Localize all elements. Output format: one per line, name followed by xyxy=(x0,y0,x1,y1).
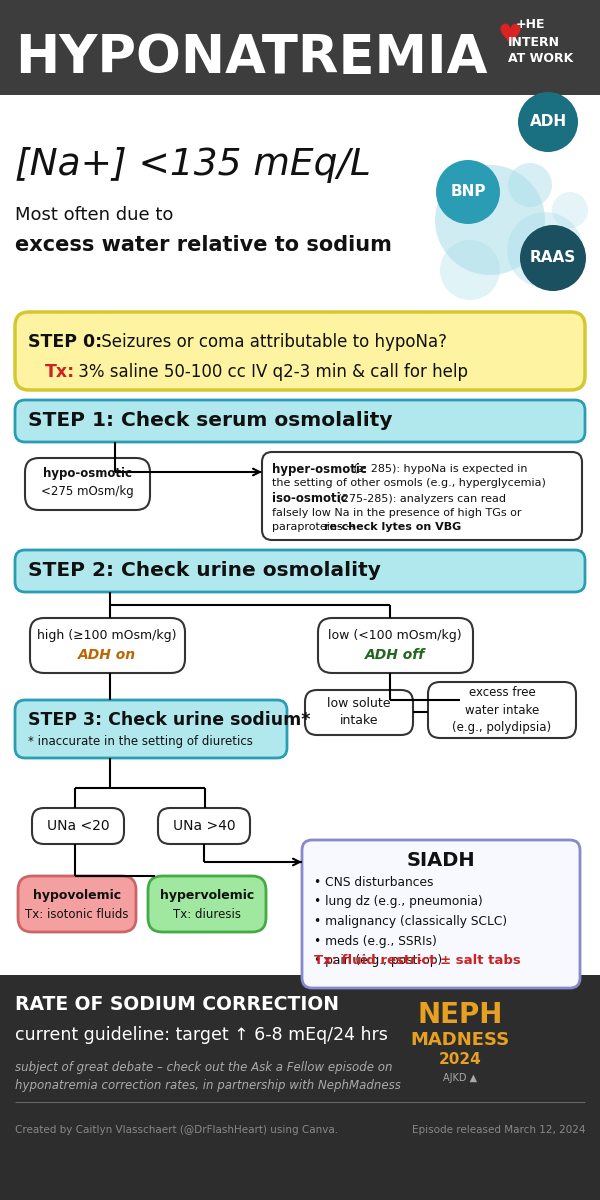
Text: MADNESS: MADNESS xyxy=(410,1031,509,1049)
Text: ADH: ADH xyxy=(529,114,566,130)
FancyBboxPatch shape xyxy=(30,618,185,673)
FancyBboxPatch shape xyxy=(15,550,585,592)
Text: Seizures or coma attributable to hypoNa?: Seizures or coma attributable to hypoNa? xyxy=(96,332,447,350)
Text: UNa <20: UNa <20 xyxy=(47,818,109,833)
Text: hyper-osmotic: hyper-osmotic xyxy=(272,462,367,475)
Circle shape xyxy=(520,226,586,290)
Text: Episode released March 12, 2024: Episode released March 12, 2024 xyxy=(412,1126,585,1135)
Text: low (<100 mOsm/kg): low (<100 mOsm/kg) xyxy=(328,630,462,642)
Text: hyponatremia correction rates, in partnership with NephMadness: hyponatremia correction rates, in partne… xyxy=(15,1079,401,1092)
Circle shape xyxy=(440,240,500,300)
Text: hypovolemic: hypovolemic xyxy=(33,888,121,901)
FancyBboxPatch shape xyxy=(158,808,250,844)
FancyBboxPatch shape xyxy=(32,808,124,844)
Text: hypervolemic: hypervolemic xyxy=(160,888,254,901)
FancyBboxPatch shape xyxy=(305,690,413,734)
Circle shape xyxy=(507,212,583,288)
Text: iso-osmotic: iso-osmotic xyxy=(272,492,347,505)
Text: [Na+] <135 mEq/L: [Na+] <135 mEq/L xyxy=(15,146,371,182)
Text: Tx:: Tx: xyxy=(45,362,75,382)
Text: HYPONATREMIA: HYPONATREMIA xyxy=(15,32,487,84)
Text: * inaccurate in the setting of diuretics: * inaccurate in the setting of diuretics xyxy=(28,736,253,749)
Text: Created by Caitlyn Vlasschaert (@DrFlashHeart) using Canva.: Created by Caitlyn Vlasschaert (@DrFlash… xyxy=(15,1126,338,1135)
Text: falsely low Na in the presence of high TGs or: falsely low Na in the presence of high T… xyxy=(272,508,521,518)
Text: current guideline: target ↑ 6-8 mEq/24 hrs: current guideline: target ↑ 6-8 mEq/24 h… xyxy=(15,1026,388,1044)
FancyBboxPatch shape xyxy=(15,400,585,442)
Text: NEPH: NEPH xyxy=(418,1001,503,1028)
Text: ♥: ♥ xyxy=(498,22,523,50)
Text: BNP: BNP xyxy=(450,185,486,199)
Text: (≥ 285): hypoNa is expected in: (≥ 285): hypoNa is expected in xyxy=(350,464,527,474)
Text: re-check lytes on VBG: re-check lytes on VBG xyxy=(324,522,461,532)
Text: hypo-osmotic: hypo-osmotic xyxy=(43,468,131,480)
FancyBboxPatch shape xyxy=(262,452,582,540)
Text: STEP 3: Check urine sodium*: STEP 3: Check urine sodium* xyxy=(28,710,311,728)
FancyBboxPatch shape xyxy=(18,876,136,932)
Text: AT WORK: AT WORK xyxy=(508,52,573,65)
Text: paraproteins →: paraproteins → xyxy=(272,522,359,532)
Text: Tx: fluid restrict ± salt tabs: Tx: fluid restrict ± salt tabs xyxy=(314,954,521,966)
Circle shape xyxy=(508,163,552,206)
Text: STEP 2: Check urine osmolality: STEP 2: Check urine osmolality xyxy=(28,562,381,581)
FancyBboxPatch shape xyxy=(15,700,287,758)
Text: excess water relative to sodium: excess water relative to sodium xyxy=(15,235,392,254)
Text: INTERN: INTERN xyxy=(508,36,560,49)
Text: Most often due to: Most often due to xyxy=(15,206,173,224)
Text: subject of great debate – check out the Ask a Fellow episode on: subject of great debate – check out the … xyxy=(15,1062,392,1074)
Text: 3% saline 50-100 cc IV q2-3 min & call for help: 3% saline 50-100 cc IV q2-3 min & call f… xyxy=(73,362,468,382)
Text: Tx: isotonic fluids: Tx: isotonic fluids xyxy=(25,907,129,920)
Text: RAAS: RAAS xyxy=(530,251,576,265)
Text: excess free
water intake
(e.g., polydipsia): excess free water intake (e.g., polydips… xyxy=(452,686,551,733)
Circle shape xyxy=(552,192,588,228)
Text: 2024: 2024 xyxy=(439,1052,481,1068)
FancyBboxPatch shape xyxy=(148,876,266,932)
Text: RATE OF SODIUM CORRECTION: RATE OF SODIUM CORRECTION xyxy=(15,996,339,1014)
Text: <275 mOsm/kg: <275 mOsm/kg xyxy=(41,486,133,498)
FancyBboxPatch shape xyxy=(428,682,576,738)
Text: (275-285): analyzers can read: (275-285): analyzers can read xyxy=(334,494,506,504)
Bar xyxy=(0,95,600,310)
Text: low solute
intake: low solute intake xyxy=(327,697,391,727)
Text: +HE: +HE xyxy=(516,18,545,31)
Circle shape xyxy=(518,92,578,152)
Text: ADH on: ADH on xyxy=(78,648,136,662)
Text: high (≥100 mOsm/kg): high (≥100 mOsm/kg) xyxy=(37,630,177,642)
Text: SIADH: SIADH xyxy=(407,851,475,870)
Circle shape xyxy=(436,160,500,224)
Text: the setting of other osmols (e.g., hyperglycemia): the setting of other osmols (e.g., hyper… xyxy=(272,478,546,488)
Text: • CNS disturbances
• lung dz (e.g., pneumonia)
• malignancy (classically SCLC)
•: • CNS disturbances • lung dz (e.g., pneu… xyxy=(314,876,507,967)
Text: STEP 1: Check serum osmolality: STEP 1: Check serum osmolality xyxy=(28,412,392,431)
FancyBboxPatch shape xyxy=(15,312,585,390)
Text: ADH off: ADH off xyxy=(365,648,425,662)
FancyBboxPatch shape xyxy=(25,458,150,510)
Bar xyxy=(0,974,600,1200)
Text: AJKD ▲: AJKD ▲ xyxy=(443,1073,477,1082)
Bar xyxy=(0,0,600,95)
FancyBboxPatch shape xyxy=(302,840,580,988)
Circle shape xyxy=(435,164,545,275)
Text: UNa >40: UNa >40 xyxy=(173,818,235,833)
Text: Tx: diuresis: Tx: diuresis xyxy=(173,907,241,920)
Text: STEP 0:: STEP 0: xyxy=(28,332,102,350)
FancyBboxPatch shape xyxy=(318,618,473,673)
